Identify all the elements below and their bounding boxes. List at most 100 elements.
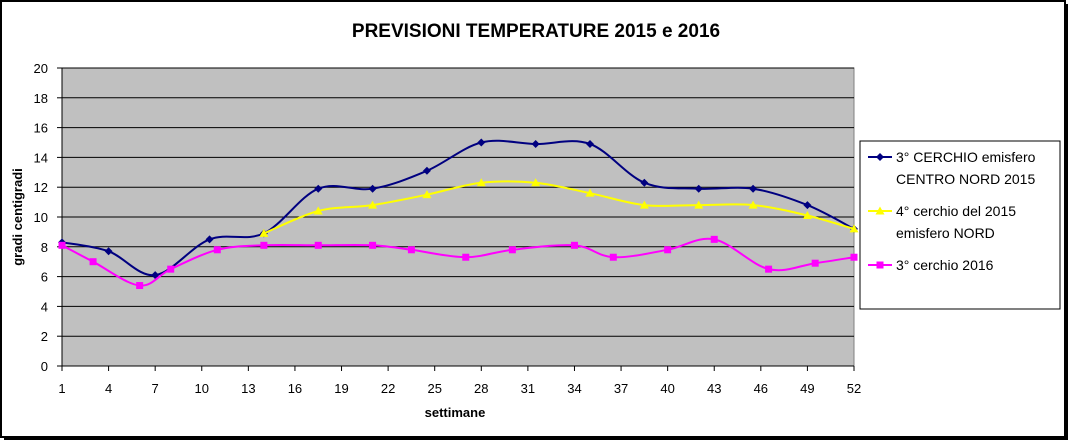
data-point-diamond [531,139,540,148]
legend-box [859,140,1061,310]
data-point-square [710,235,718,243]
x-axis-label: settimane [425,405,486,420]
legend-label: 3° cerchio 2016 [896,257,994,273]
legend: 3° CERCHIO emisfero CENTRO NORD 2015 4° ce… [859,140,1061,310]
data-point-square [314,241,322,249]
data-point-diamond [586,139,594,148]
series-1 [58,138,858,280]
data-point-diamond [205,235,214,244]
y-tick-label: 20 [34,61,48,76]
y-tick-label: 0 [41,359,48,374]
data-point-triangle [694,200,704,209]
data-point-square [508,246,516,254]
x-tick-label: 4 [105,381,112,396]
x-tick-label: 13 [241,381,255,396]
legend-label: 4° cerchio del 2015 [896,203,1016,219]
x-tick-label: 43 [707,381,721,396]
x-tick-label: 7 [152,381,159,396]
series-line [61,139,855,277]
series-2 [259,178,859,237]
y-tick-label: 18 [34,91,48,106]
data-point-square [811,259,819,267]
data-point-triangle [313,206,323,215]
data-point-diamond [422,166,431,175]
x-tick-label: 46 [754,381,768,396]
legend-entry-1: 3° CERCHIO emisfero CENTRO NORD 2015 [868,149,1036,187]
data-point-diamond [640,178,649,187]
data-point-triangle [802,211,812,220]
x-tick-label: 37 [614,381,628,396]
data-point-square [89,258,97,266]
x-tick-label: 10 [195,381,209,396]
data-point-triangle [259,228,269,237]
y-axis-label: gradi centigradi [10,168,25,266]
data-point-triangle [422,190,432,199]
y-tick-label: 2 [41,329,48,344]
data-point-square [407,246,415,254]
data-point-triangle [875,206,885,215]
series-lines [58,138,859,290]
data-point-square [58,241,66,249]
x-tick-label: 49 [800,381,814,396]
data-point-diamond [368,184,377,193]
legend-label: CENTRO NORD 2015 [896,171,1035,187]
data-point-square [260,241,268,249]
data-point-square [876,261,884,269]
grid-lines [57,67,855,371]
data-point-square [570,241,578,249]
data-point-triangle [531,178,541,187]
chart-title: PREVISIONI TEMPERATURE 2015 e 2016 [352,21,720,42]
data-point-square [167,265,175,273]
data-point-diamond [749,184,758,193]
x-tick-label: 40 [660,381,674,396]
data-point-diamond [104,247,113,256]
data-point-square [664,246,672,254]
y-tick-label: 6 [41,270,48,285]
x-tick-label: 31 [521,381,535,396]
data-point-square [369,241,377,249]
y-tick-label: 4 [41,299,48,314]
data-point-triangle [585,188,595,197]
data-point-square [765,265,773,273]
x-tick-label: 19 [334,381,348,396]
x-tick-label: 25 [427,381,441,396]
y-tick-labels: 0 2 4 6 8 10 12 14 16 18 20 [34,61,48,374]
data-point-triangle [849,224,859,233]
data-point-diamond [151,271,160,280]
x-tick-label: 34 [567,381,581,396]
data-point-diamond [314,184,323,193]
legend-entry-2: 4° cerchio del 2015 emisfero NORD [868,203,1016,241]
chart-frame-shadow-right [1065,4,1068,440]
data-point-square [462,253,470,261]
y-tick-label: 8 [41,240,48,255]
x-tick-labels: 1 4 7 10 13 16 19 22 25 28 31 34 37 40 43 46 49 52 [58,381,861,396]
y-tick-label: 10 [34,210,48,225]
data-point-diamond [694,184,703,193]
x-tick-label: 1 [58,381,65,396]
y-tick-label: 12 [34,180,48,195]
data-point-diamond [477,138,486,147]
data-point-diamond [803,201,812,210]
data-point-square [850,253,858,261]
y-tick-label: 14 [34,150,48,165]
data-point-square [213,246,221,254]
x-tick-label: 28 [474,381,488,396]
legend-label: 3° CERCHIO emisfero [896,149,1036,165]
data-point-triangle [748,200,758,209]
legend-label: emisfero NORD [896,225,995,241]
data-point-triangle [476,178,486,187]
legend-entry-3: 3° cerchio 2016 [868,257,994,273]
chart-frame-shadow-bottom [4,437,1068,440]
data-point-square [609,253,617,261]
data-point-diamond [876,153,884,161]
axes [61,68,854,367]
x-tick-label: 16 [288,381,302,396]
data-point-triangle [639,200,649,209]
series-line [263,180,855,235]
x-tick-label: 22 [381,381,395,396]
data-point-square [136,282,144,290]
y-tick-label: 16 [34,121,48,136]
x-tick-label: 52 [847,381,861,396]
